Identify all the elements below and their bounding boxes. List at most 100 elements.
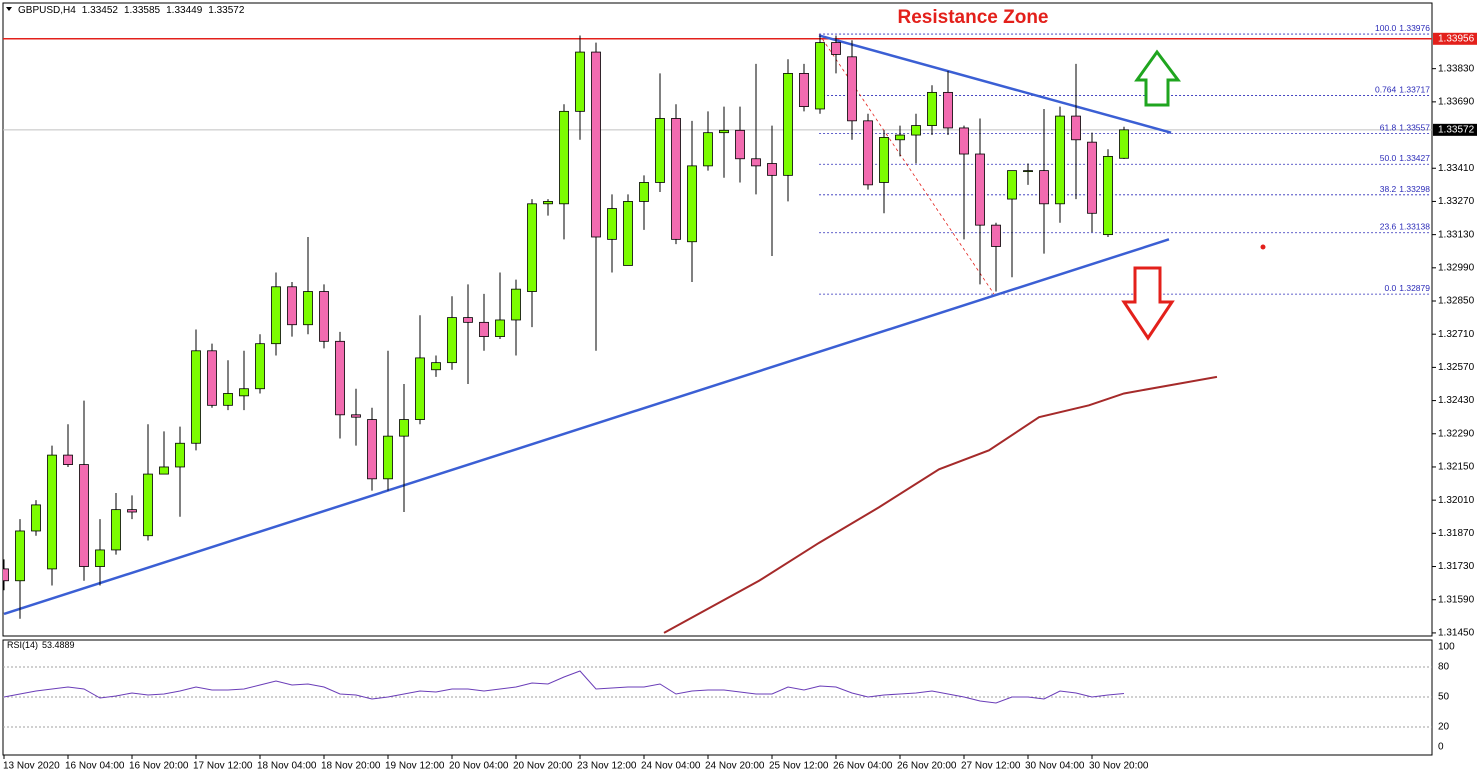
- y-tick-label: 1.32150: [1438, 462, 1475, 473]
- candle-body: [415, 357, 425, 420]
- x-tick-label: 27 Nov 12:00: [961, 761, 1021, 772]
- y-tick-label: 1.32990: [1438, 262, 1475, 273]
- candle-body: [687, 165, 697, 243]
- candle-body: [463, 317, 473, 323]
- candle-body: [527, 203, 537, 292]
- y-tick-label: 1.33130: [1438, 229, 1475, 240]
- annotation-title: Resistance Zone: [898, 7, 1049, 28]
- y-tick-label: 1.32290: [1438, 428, 1475, 439]
- x-tick-label: 16 Nov 04:00: [65, 761, 125, 772]
- candle-body: [255, 343, 265, 390]
- candle-body: [399, 419, 409, 437]
- candle-body: [159, 466, 169, 475]
- x-tick-label: 20 Nov 20:00: [513, 761, 573, 772]
- x-tick-label: 30 Nov 20:00: [1089, 761, 1149, 772]
- candle-body: [175, 442, 185, 468]
- y-tick-label: 1.33830: [1438, 63, 1475, 74]
- fib-level-price: 1.33717: [1399, 85, 1430, 95]
- candle-body: [431, 362, 441, 371]
- symbol: GBPUSD,H4: [18, 5, 76, 16]
- candle-body: [63, 454, 73, 465]
- candle-body: [47, 454, 57, 570]
- candle-body: [607, 208, 617, 240]
- y-tick-label: 1.31450: [1438, 628, 1475, 639]
- x-tick-label: 17 Nov 12:00: [193, 761, 253, 772]
- header-open: 1.33452: [82, 5, 119, 16]
- fib-diagonal: [818, 33, 995, 295]
- y-tick-label: 1.32430: [1438, 395, 1475, 406]
- x-tick-label: 24 Nov 20:00: [705, 761, 765, 772]
- current-price-box: [1433, 123, 1477, 136]
- fib-level-price: 1.33138: [1399, 222, 1430, 232]
- candle-body: [1055, 115, 1065, 205]
- main-pane: [2, 2, 1433, 637]
- marker-dot: [1260, 244, 1266, 250]
- rsi-tick-label: 100: [1438, 642, 1455, 653]
- rsi-tick-label: 50: [1438, 692, 1450, 703]
- candle-body: [207, 350, 217, 406]
- candle-body: [591, 51, 601, 238]
- y-tick-label: 1.33410: [1438, 163, 1475, 174]
- rsi-tick-label: 20: [1438, 722, 1450, 733]
- candle-body: [735, 129, 745, 160]
- x-tick-label: 19 Nov 12:00: [385, 761, 445, 772]
- y-tick-label: 1.33270: [1438, 196, 1475, 207]
- x-tick-label: 18 Nov 04:00: [257, 761, 317, 772]
- rsi-name: RSI(14): [7, 640, 38, 650]
- candle-body: [239, 388, 249, 397]
- candle-body: [671, 118, 681, 240]
- candle-body: [303, 291, 313, 326]
- trend-line: [818, 34, 1172, 134]
- y-tick-label: 1.31730: [1438, 561, 1475, 572]
- header-low: 1.33449: [166, 5, 203, 16]
- candle-body: [383, 435, 393, 480]
- y-tick-label: 1.32850: [1438, 296, 1475, 307]
- y-tick-label: 1.32010: [1438, 495, 1475, 506]
- x-tick-label: 26 Nov 04:00: [833, 761, 893, 772]
- x-tick-label: 18 Nov 20:00: [321, 761, 381, 772]
- rsi-header: RSI(14) 53.4889: [7, 640, 75, 650]
- x-tick-label: 13 Nov 2020: [3, 761, 60, 772]
- candle-body: [3, 568, 9, 582]
- candle-body: [447, 317, 457, 364]
- down-arrow: [1121, 266, 1175, 341]
- fib-level-label: 0.764: [1375, 85, 1397, 95]
- candle-body: [15, 530, 25, 582]
- candle-body: [223, 393, 233, 406]
- fib-level-price: 1.32879: [1399, 283, 1430, 293]
- candle-body: [863, 120, 873, 186]
- fib-level-label: 50.0: [1380, 153, 1397, 163]
- rsi-tick-label: 0: [1438, 742, 1444, 753]
- candle-body: [79, 464, 89, 567]
- y-tick-label: 1.33690: [1438, 97, 1475, 108]
- fib-level-label: 38.2: [1380, 184, 1397, 194]
- candle-body: [367, 419, 377, 480]
- fib-label: 38.2 1.33298: [1380, 184, 1431, 194]
- candle-body: [831, 42, 841, 55]
- current-price-label: 1.33572: [1438, 124, 1475, 135]
- resistance-price-label: 1.33956: [1438, 33, 1475, 44]
- candle-body: [975, 153, 985, 226]
- candle-body: [31, 504, 41, 532]
- trend-line: [3, 238, 1170, 616]
- header-high: 1.33585: [124, 5, 161, 16]
- candle-body: [1119, 129, 1129, 159]
- candle-body: [655, 118, 665, 183]
- moving-average: [663, 375, 1218, 634]
- candle-body: [847, 56, 857, 122]
- candle-body: [751, 158, 761, 167]
- candle-body: [895, 134, 905, 141]
- rsi-tick-label: 80: [1438, 662, 1450, 673]
- fib-level-price: 1.33976: [1399, 23, 1430, 33]
- candle-body: [783, 73, 793, 176]
- resistance-price-box: [1433, 32, 1477, 45]
- candle-body: [575, 51, 585, 112]
- fib-label: 61.8 1.33557: [1380, 123, 1431, 133]
- x-tick-label: 20 Nov 04:00: [449, 761, 509, 772]
- axes: 1.33830 1.33690 1.33410 1.33270 1.33130 1.329…: [3, 23, 1477, 772]
- main-plot: [3, 33, 1432, 634]
- x-tick-label: 23 Nov 12:00: [577, 761, 637, 772]
- candle-body: [95, 549, 105, 567]
- candle-body: [479, 321, 489, 337]
